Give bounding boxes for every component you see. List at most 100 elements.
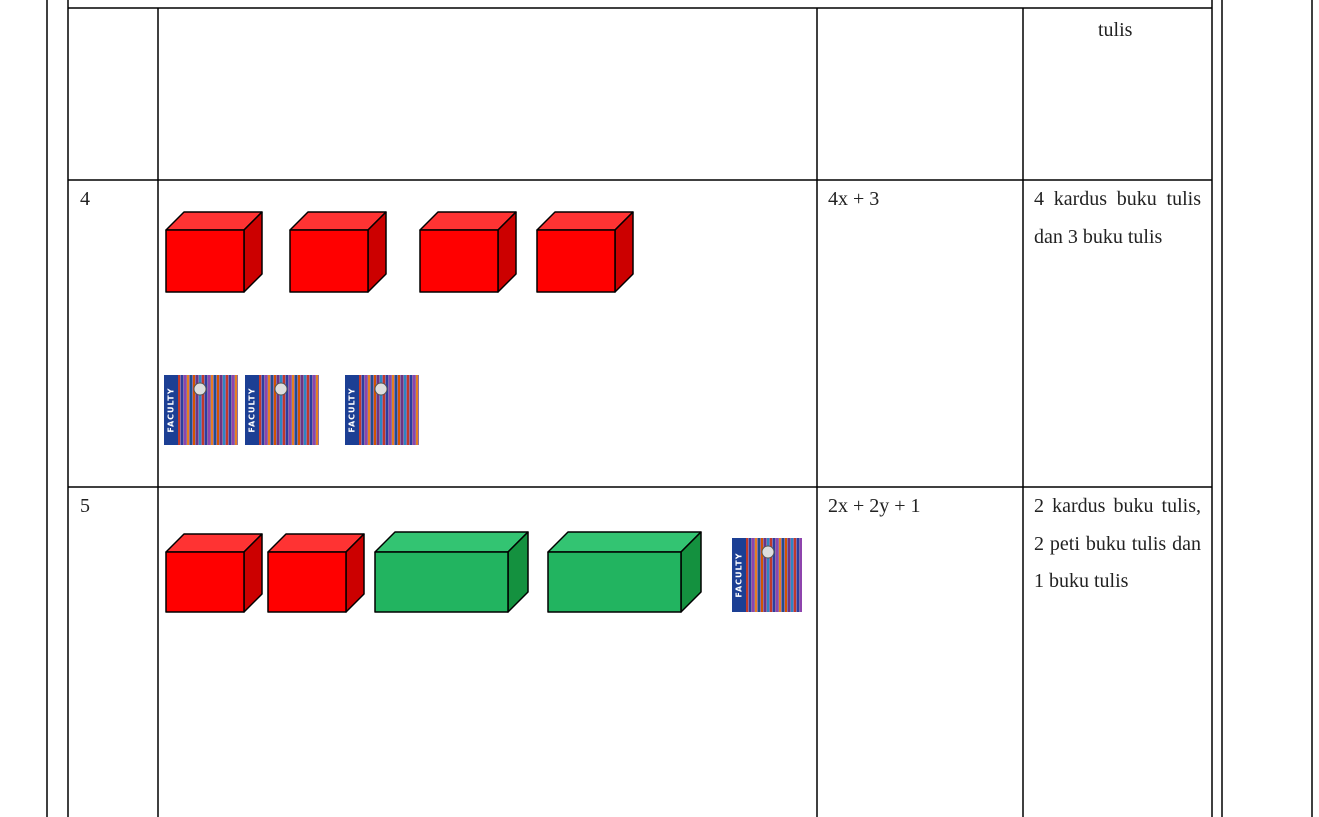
notebook-stripe bbox=[413, 375, 415, 445]
box-top bbox=[547, 531, 702, 553]
notebook-stripe bbox=[380, 375, 382, 445]
table-lines bbox=[46, 0, 1313, 817]
notebook-emblem bbox=[761, 545, 775, 559]
notebook-stripe bbox=[205, 375, 207, 445]
notebook-band bbox=[164, 375, 178, 445]
notebook-stripe bbox=[181, 375, 183, 445]
notebook-label: FACULTY bbox=[248, 387, 257, 432]
notebook-stripe bbox=[199, 375, 201, 445]
notebook-stripe bbox=[374, 375, 376, 445]
notebook-stripe bbox=[371, 375, 373, 445]
notebook-stripe bbox=[313, 375, 315, 445]
notebook-stripe bbox=[307, 375, 309, 445]
notebook-stripe bbox=[800, 538, 802, 612]
notebook-stripe bbox=[368, 375, 370, 445]
notebook-stripe bbox=[410, 375, 412, 445]
notebook-stripe bbox=[277, 375, 279, 445]
notebook-stripe bbox=[304, 375, 306, 445]
notebook-stripe bbox=[274, 375, 276, 445]
row-number: 5 bbox=[80, 495, 90, 517]
notebook-stripe bbox=[761, 538, 763, 612]
notebook-stripe bbox=[785, 538, 787, 612]
notebook-stripe bbox=[764, 538, 766, 612]
notebook-band bbox=[345, 375, 359, 445]
notebook-stripe bbox=[401, 375, 403, 445]
box bbox=[547, 531, 702, 613]
box bbox=[165, 211, 263, 293]
notebook-stripe bbox=[407, 375, 409, 445]
box bbox=[289, 211, 387, 293]
notebook-stripe bbox=[758, 538, 760, 612]
expression: 2x + 2y + 1 bbox=[828, 495, 921, 517]
notebook-stripe bbox=[794, 538, 796, 612]
notebook-stripe bbox=[196, 375, 198, 445]
expression: 4x + 3 bbox=[828, 188, 880, 210]
box bbox=[165, 533, 263, 613]
notebook-stripe bbox=[395, 375, 397, 445]
notebook: FACULTY bbox=[245, 375, 319, 445]
notebook-stripe bbox=[301, 375, 303, 445]
notebook-stripe bbox=[265, 375, 267, 445]
box-front bbox=[165, 551, 245, 613]
notebook-stripe bbox=[184, 375, 186, 445]
notebook-label: FACULTY bbox=[735, 552, 744, 597]
notebook-stripe bbox=[292, 375, 294, 445]
notebook-stripe bbox=[404, 375, 406, 445]
notebook-stripe bbox=[271, 375, 273, 445]
box bbox=[374, 531, 529, 613]
notebook-stripe bbox=[752, 538, 754, 612]
notebook: FACULTY bbox=[732, 538, 802, 612]
notebook-stripe bbox=[386, 375, 388, 445]
notebook-stripe bbox=[767, 538, 769, 612]
box bbox=[267, 533, 365, 613]
description: 2 kardus buku tulis, 2 peti buku tulis d… bbox=[1034, 495, 1201, 592]
cell-text: tulis bbox=[1098, 19, 1133, 41]
notebook-label: FACULTY bbox=[167, 387, 176, 432]
notebook-stripe bbox=[268, 375, 270, 445]
notebook-stripe bbox=[773, 538, 775, 612]
notebook-stripe bbox=[232, 375, 234, 445]
box-front bbox=[374, 551, 509, 613]
notebook-stripe bbox=[211, 375, 213, 445]
notebook-stripe bbox=[226, 375, 228, 445]
notebook-stripe bbox=[383, 375, 385, 445]
notebook-stripe bbox=[779, 538, 781, 612]
notebook-stripe bbox=[178, 375, 180, 445]
notebook-stripe bbox=[362, 375, 364, 445]
notebook-stripe bbox=[788, 538, 790, 612]
box bbox=[419, 211, 517, 293]
notebook-stripe bbox=[782, 538, 784, 612]
notebook-stripe bbox=[295, 375, 297, 445]
notebook-stripe bbox=[749, 538, 751, 612]
notebook-stripe bbox=[289, 375, 291, 445]
notebook-stripe bbox=[208, 375, 210, 445]
notebook-stripe bbox=[286, 375, 288, 445]
notebook-stripe bbox=[259, 375, 261, 445]
box-front bbox=[267, 551, 347, 613]
notebook-stripe bbox=[316, 375, 318, 445]
notebook-stripe bbox=[220, 375, 222, 445]
description: 4 kardus buku tulis dan 3 buku tulis bbox=[1034, 188, 1201, 248]
notebook-stripe bbox=[398, 375, 400, 445]
notebook-stripe bbox=[202, 375, 204, 445]
box-front bbox=[165, 229, 245, 293]
notebook-stripe bbox=[791, 538, 793, 612]
notebook-stripe bbox=[392, 375, 394, 445]
notebook-stripe bbox=[187, 375, 189, 445]
notebook-emblem bbox=[274, 382, 288, 396]
notebook-stripe bbox=[193, 375, 195, 445]
notebook-stripe bbox=[797, 538, 799, 612]
row-number: 4 bbox=[80, 188, 90, 210]
notebook-stripe bbox=[229, 375, 231, 445]
notebook-stripe bbox=[190, 375, 192, 445]
notebook: FACULTY bbox=[164, 375, 238, 445]
box-front bbox=[547, 551, 682, 613]
box-top bbox=[374, 531, 529, 553]
notebook-label: FACULTY bbox=[348, 387, 357, 432]
notebook-stripe bbox=[377, 375, 379, 445]
notebook-stripe bbox=[746, 538, 748, 612]
notebook-stripe bbox=[416, 375, 418, 445]
notebook-stripe bbox=[776, 538, 778, 612]
notebook-stripe bbox=[262, 375, 264, 445]
